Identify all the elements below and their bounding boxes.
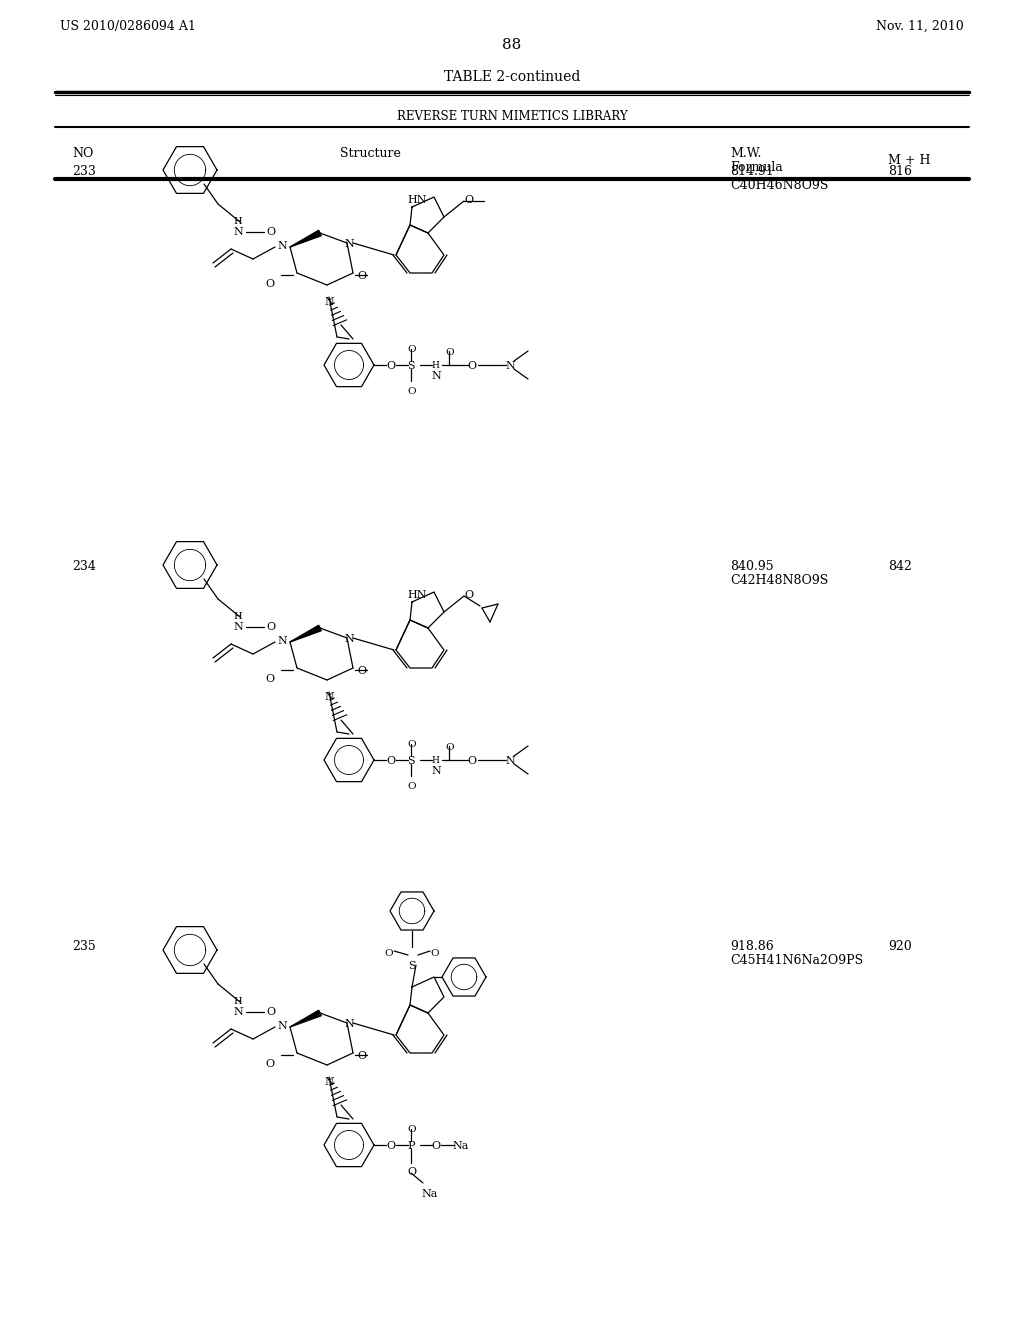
Polygon shape [290, 230, 322, 247]
Text: H: H [431, 756, 439, 766]
Text: M.W.: M.W. [730, 147, 762, 160]
Text: O: O [407, 781, 416, 791]
Text: C40H46N8O9S: C40H46N8O9S [730, 180, 828, 191]
Text: O: O [266, 227, 275, 238]
Text: O: O [445, 348, 454, 356]
Text: O: O [431, 1140, 440, 1151]
Text: O: O [265, 675, 274, 684]
Text: O: O [407, 1167, 416, 1177]
Text: O: O [464, 195, 473, 205]
Text: S: S [407, 756, 415, 766]
Text: O: O [386, 756, 395, 766]
Text: US 2010/0286094 A1: US 2010/0286094 A1 [60, 20, 196, 33]
Text: N: N [278, 636, 287, 645]
Text: H: H [431, 360, 439, 370]
Text: O: O [265, 279, 274, 289]
Text: 918.86: 918.86 [730, 940, 774, 953]
Text: TABLE 2-continued: TABLE 2-continued [443, 70, 581, 84]
Text: P: P [407, 1140, 415, 1151]
Text: N: N [431, 371, 440, 381]
Text: O: O [407, 741, 416, 748]
Text: H: H [233, 612, 243, 620]
Text: O: O [407, 1125, 416, 1134]
Text: N: N [324, 692, 334, 702]
Text: O: O [357, 271, 367, 281]
Text: O: O [384, 949, 392, 958]
Text: N: N [233, 622, 243, 632]
Text: O: O [430, 949, 438, 958]
Text: S: S [407, 360, 415, 371]
Text: Structure: Structure [340, 147, 400, 160]
Text: N: N [233, 227, 243, 238]
Polygon shape [290, 626, 322, 642]
Text: O: O [407, 387, 416, 396]
Text: O: O [464, 590, 473, 601]
Text: Formula: Formula [730, 161, 782, 174]
Polygon shape [290, 1010, 322, 1027]
Text: N: N [324, 297, 334, 308]
Text: N: N [278, 1020, 287, 1031]
Text: 234: 234 [72, 560, 96, 573]
Text: HN: HN [407, 590, 427, 601]
Text: M + H: M + H [888, 154, 931, 168]
Text: O: O [445, 743, 454, 752]
Text: O: O [467, 360, 476, 371]
Text: HN: HN [407, 195, 427, 205]
Text: N: N [344, 634, 353, 644]
Text: C45H41N6Na2O9PS: C45H41N6Na2O9PS [730, 954, 863, 968]
Text: N: N [324, 1077, 334, 1086]
Text: 235: 235 [72, 940, 96, 953]
Text: Nov. 11, 2010: Nov. 11, 2010 [877, 20, 964, 33]
Text: N: N [505, 360, 515, 371]
Text: Na: Na [452, 1140, 468, 1151]
Text: 233: 233 [72, 165, 96, 178]
Text: 920: 920 [888, 940, 911, 953]
Text: H: H [233, 216, 243, 226]
Text: 842: 842 [888, 560, 912, 573]
Text: O: O [265, 1059, 274, 1069]
Text: H: H [233, 997, 243, 1006]
Text: O: O [407, 345, 416, 354]
Text: 816: 816 [888, 165, 912, 178]
Text: O: O [386, 360, 395, 371]
Text: Na: Na [421, 1189, 437, 1199]
Text: O: O [266, 1007, 275, 1016]
Text: N: N [344, 1019, 353, 1030]
Text: 840.95: 840.95 [730, 560, 773, 573]
Text: 88: 88 [503, 38, 521, 51]
Text: N: N [505, 756, 515, 766]
Text: S: S [408, 961, 416, 972]
Text: N: N [233, 1007, 243, 1016]
Text: N: N [431, 766, 440, 776]
Text: O: O [357, 667, 367, 676]
Text: N: N [278, 242, 287, 251]
Text: REVERSE TURN MIMETICS LIBRARY: REVERSE TURN MIMETICS LIBRARY [396, 110, 628, 123]
Text: NO: NO [72, 147, 93, 160]
Text: O: O [266, 622, 275, 632]
Text: O: O [357, 1051, 367, 1061]
Text: O: O [386, 1140, 395, 1151]
Text: C42H48N8O9S: C42H48N8O9S [730, 574, 828, 587]
Text: O: O [467, 756, 476, 766]
Text: N: N [344, 239, 353, 249]
Text: 814.91: 814.91 [730, 165, 774, 178]
